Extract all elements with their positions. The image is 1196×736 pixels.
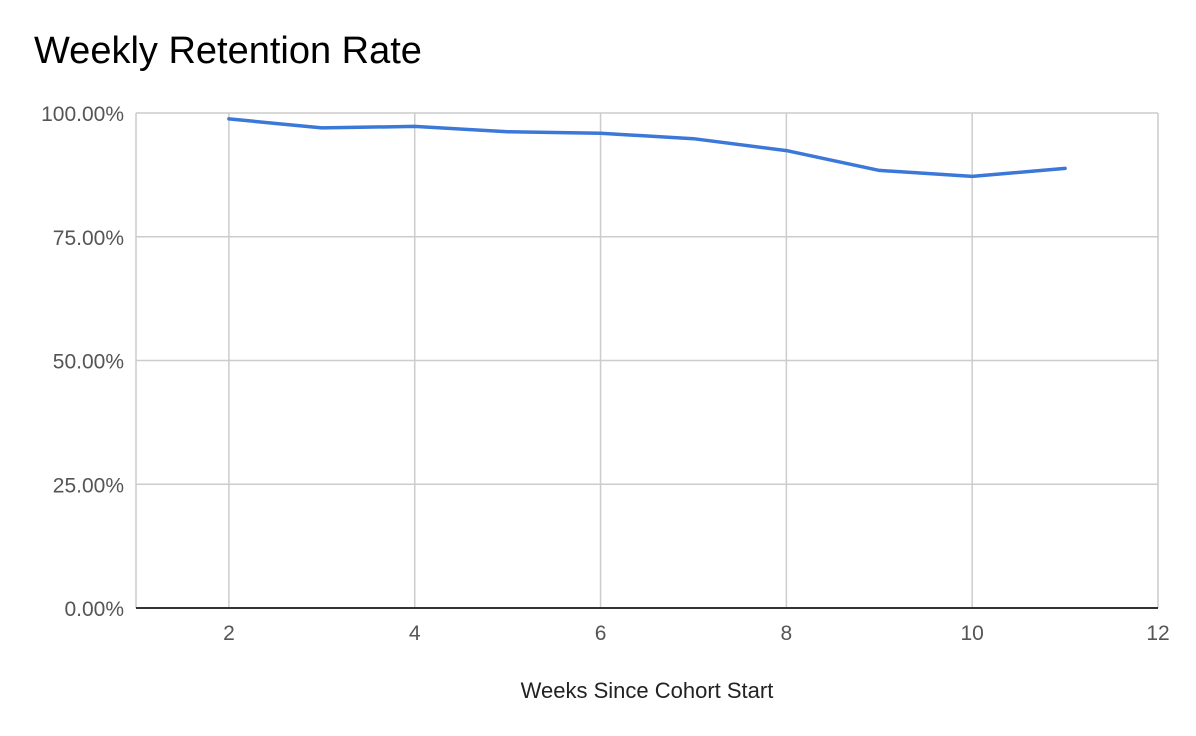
x-tick-label: 8 xyxy=(781,622,793,645)
x-tick-label: 2 xyxy=(223,622,235,645)
x-tick-label: 6 xyxy=(595,622,607,645)
series-layer xyxy=(227,117,1067,179)
y-tick-label: 25.00% xyxy=(53,474,124,497)
y-tick-label: 0.00% xyxy=(64,598,124,621)
tick-labels: 0.00% 25.00% 50.00% 75.00% 100.00% 2 4 6 8 10 12 xyxy=(41,103,1170,645)
x-tick-label: 12 xyxy=(1146,622,1169,645)
series-line xyxy=(227,117,1067,179)
chart-title: Weekly Retention Rate xyxy=(34,30,422,72)
x-tick-label: 4 xyxy=(409,622,421,645)
x-axis-title: Weeks Since Cohort Start xyxy=(520,678,774,703)
y-tick-label: 75.00% xyxy=(53,227,124,250)
y-tick-label: 50.00% xyxy=(53,351,124,374)
y-tick-label: 100.00% xyxy=(41,103,124,126)
x-tick-label: 10 xyxy=(961,622,984,645)
gridlines xyxy=(135,112,1159,608)
